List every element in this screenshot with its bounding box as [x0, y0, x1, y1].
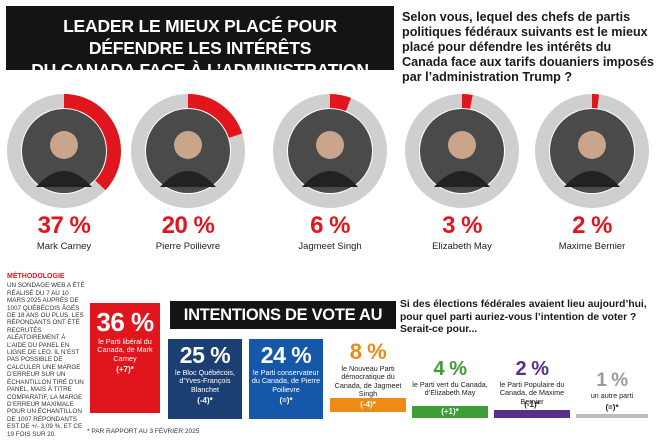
- leader-question: Selon vous, lequel des chefs de partis p…: [402, 10, 654, 84]
- leader-torso: [36, 171, 92, 187]
- leader-item: 6 % Jagmeet Singh: [270, 92, 390, 252]
- party-value: 4 %: [433, 358, 467, 380]
- leader-name: Jagmeet Singh: [298, 241, 362, 252]
- party-label: le Parti libéral du Canada, de Mark Carn…: [97, 337, 153, 363]
- party-ppc: 2 % le Parti Populaire du Canada, de Maxi…: [494, 358, 570, 418]
- donut-slice: [535, 94, 649, 208]
- party-bar: (-4)*: [330, 398, 406, 412]
- methodology-text: UN SONDAGE WEB A ÉTÉ RÉALISÉ DU 7 AU 10 …: [7, 282, 85, 438]
- donut-slice: [405, 94, 519, 208]
- leader-name: Maxime Bernier: [558, 241, 626, 252]
- party-change: (=)*: [605, 403, 619, 412]
- party-label: le Parti Populaire du Canada, de Maxime …: [499, 380, 565, 406]
- party-npd: 8 % le Nouveau Parti démocratique du Cana…: [330, 339, 406, 412]
- leader-face: [316, 131, 344, 159]
- leader-percent: 37 %: [37, 212, 91, 239]
- vote-question: Si des élections fédérales avaient lieu …: [400, 299, 647, 335]
- leader-item: 2 % Maxime Bernier: [532, 92, 652, 252]
- leader-face: [578, 131, 606, 159]
- leader-name: Elizabeth May: [432, 241, 492, 252]
- party-label: le Parti conservateur du Canada, de Pier…: [251, 368, 321, 394]
- leader-percent: 20 %: [161, 212, 215, 239]
- party-bar: [576, 414, 648, 418]
- donut-slice: [7, 94, 121, 208]
- party-label: le Bloc Québécois, d’Yves-François Blanc…: [175, 368, 235, 394]
- party-change: (-4)*: [197, 396, 213, 406]
- party-bar: [494, 410, 570, 418]
- leader-percent: 6 %: [310, 212, 350, 239]
- party-green: 4 % le Parti vert du Canada, d’Elizabeth …: [412, 358, 488, 418]
- party-liberal: 36 % le Parti libéral du Canada, de Mark …: [90, 303, 160, 413]
- methodology-heading: MÉTHODOLOGIE: [7, 273, 65, 280]
- main-title-line1: LEADER LE MIEUX PLACÉ POUR DÉFENDRE LES …: [63, 16, 337, 58]
- party-value: 36 %: [96, 307, 154, 337]
- leader-torso: [302, 171, 358, 187]
- donut-slice: [131, 94, 245, 208]
- donut: [131, 94, 245, 208]
- leader-percent: 2 %: [572, 212, 612, 239]
- party-bar: (+1)*: [412, 406, 488, 418]
- donut: [405, 94, 519, 208]
- party-label: un autre parti: [590, 391, 634, 400]
- vote-intentions-title: INTENTIONS DE VOTE AU FÉDÉRAL: [170, 301, 396, 352]
- party-label: le Nouveau Parti démocratique du Canada,…: [334, 364, 402, 399]
- donut-slice: [273, 94, 387, 208]
- leader-item: 37 % Mark Carney: [4, 92, 124, 252]
- party-label: le Parti vert du Canada, d’Elizabeth May: [412, 380, 488, 398]
- donut: [7, 94, 121, 208]
- leader-torso: [160, 171, 216, 187]
- main-title-line2: DU CANADA FACE À L’ADMINISTRATION TRUMP: [31, 60, 369, 102]
- leader-percent: 3 %: [442, 212, 482, 239]
- methodology-box: MÉTHODOLOGIE UN SONDAGE WEB A ÉTÉ RÉALIS…: [7, 273, 85, 438]
- leader-face: [448, 131, 476, 159]
- party-value: 25 %: [179, 342, 231, 368]
- footnote: * PAR RAPPORT AU 3 FÉVRIER 2025: [87, 428, 200, 435]
- party-conservative: 24 % le Parti conservateur du Canada, de …: [249, 339, 323, 419]
- leader-torso: [434, 171, 490, 187]
- party-value: 24 %: [260, 342, 312, 368]
- donut: [273, 94, 387, 208]
- leader-face: [50, 131, 78, 159]
- leader-name: Mark Carney: [36, 241, 92, 252]
- leader-name: Pierre Poilievre: [155, 241, 221, 252]
- leader-item: 20 % Pierre Poilievre: [128, 92, 248, 252]
- party-value: 1 %: [596, 370, 628, 391]
- donut: [535, 94, 649, 208]
- party-change: (-1)*: [524, 400, 540, 409]
- party-other: 1 % un autre parti (=)*: [576, 370, 648, 418]
- main-title: LEADER LE MIEUX PLACÉ POUR DÉFENDRE LES …: [6, 6, 394, 102]
- party-change: (=)*: [279, 396, 293, 406]
- leader-face: [174, 131, 202, 159]
- party-change: (+7)*: [116, 365, 134, 375]
- leader-item: 3 % Elizabeth May: [402, 92, 522, 252]
- party-value: 2 %: [515, 358, 549, 380]
- party-bloc: 25 % le Bloc Québécois, d’Yves-François B…: [168, 339, 242, 419]
- leader-torso: [564, 171, 620, 187]
- party-value: 8 %: [349, 339, 387, 364]
- leader-donut-chart: 37 % Mark Carney 20 % Pierre Poilievre 6 % Ja…: [0, 92, 660, 267]
